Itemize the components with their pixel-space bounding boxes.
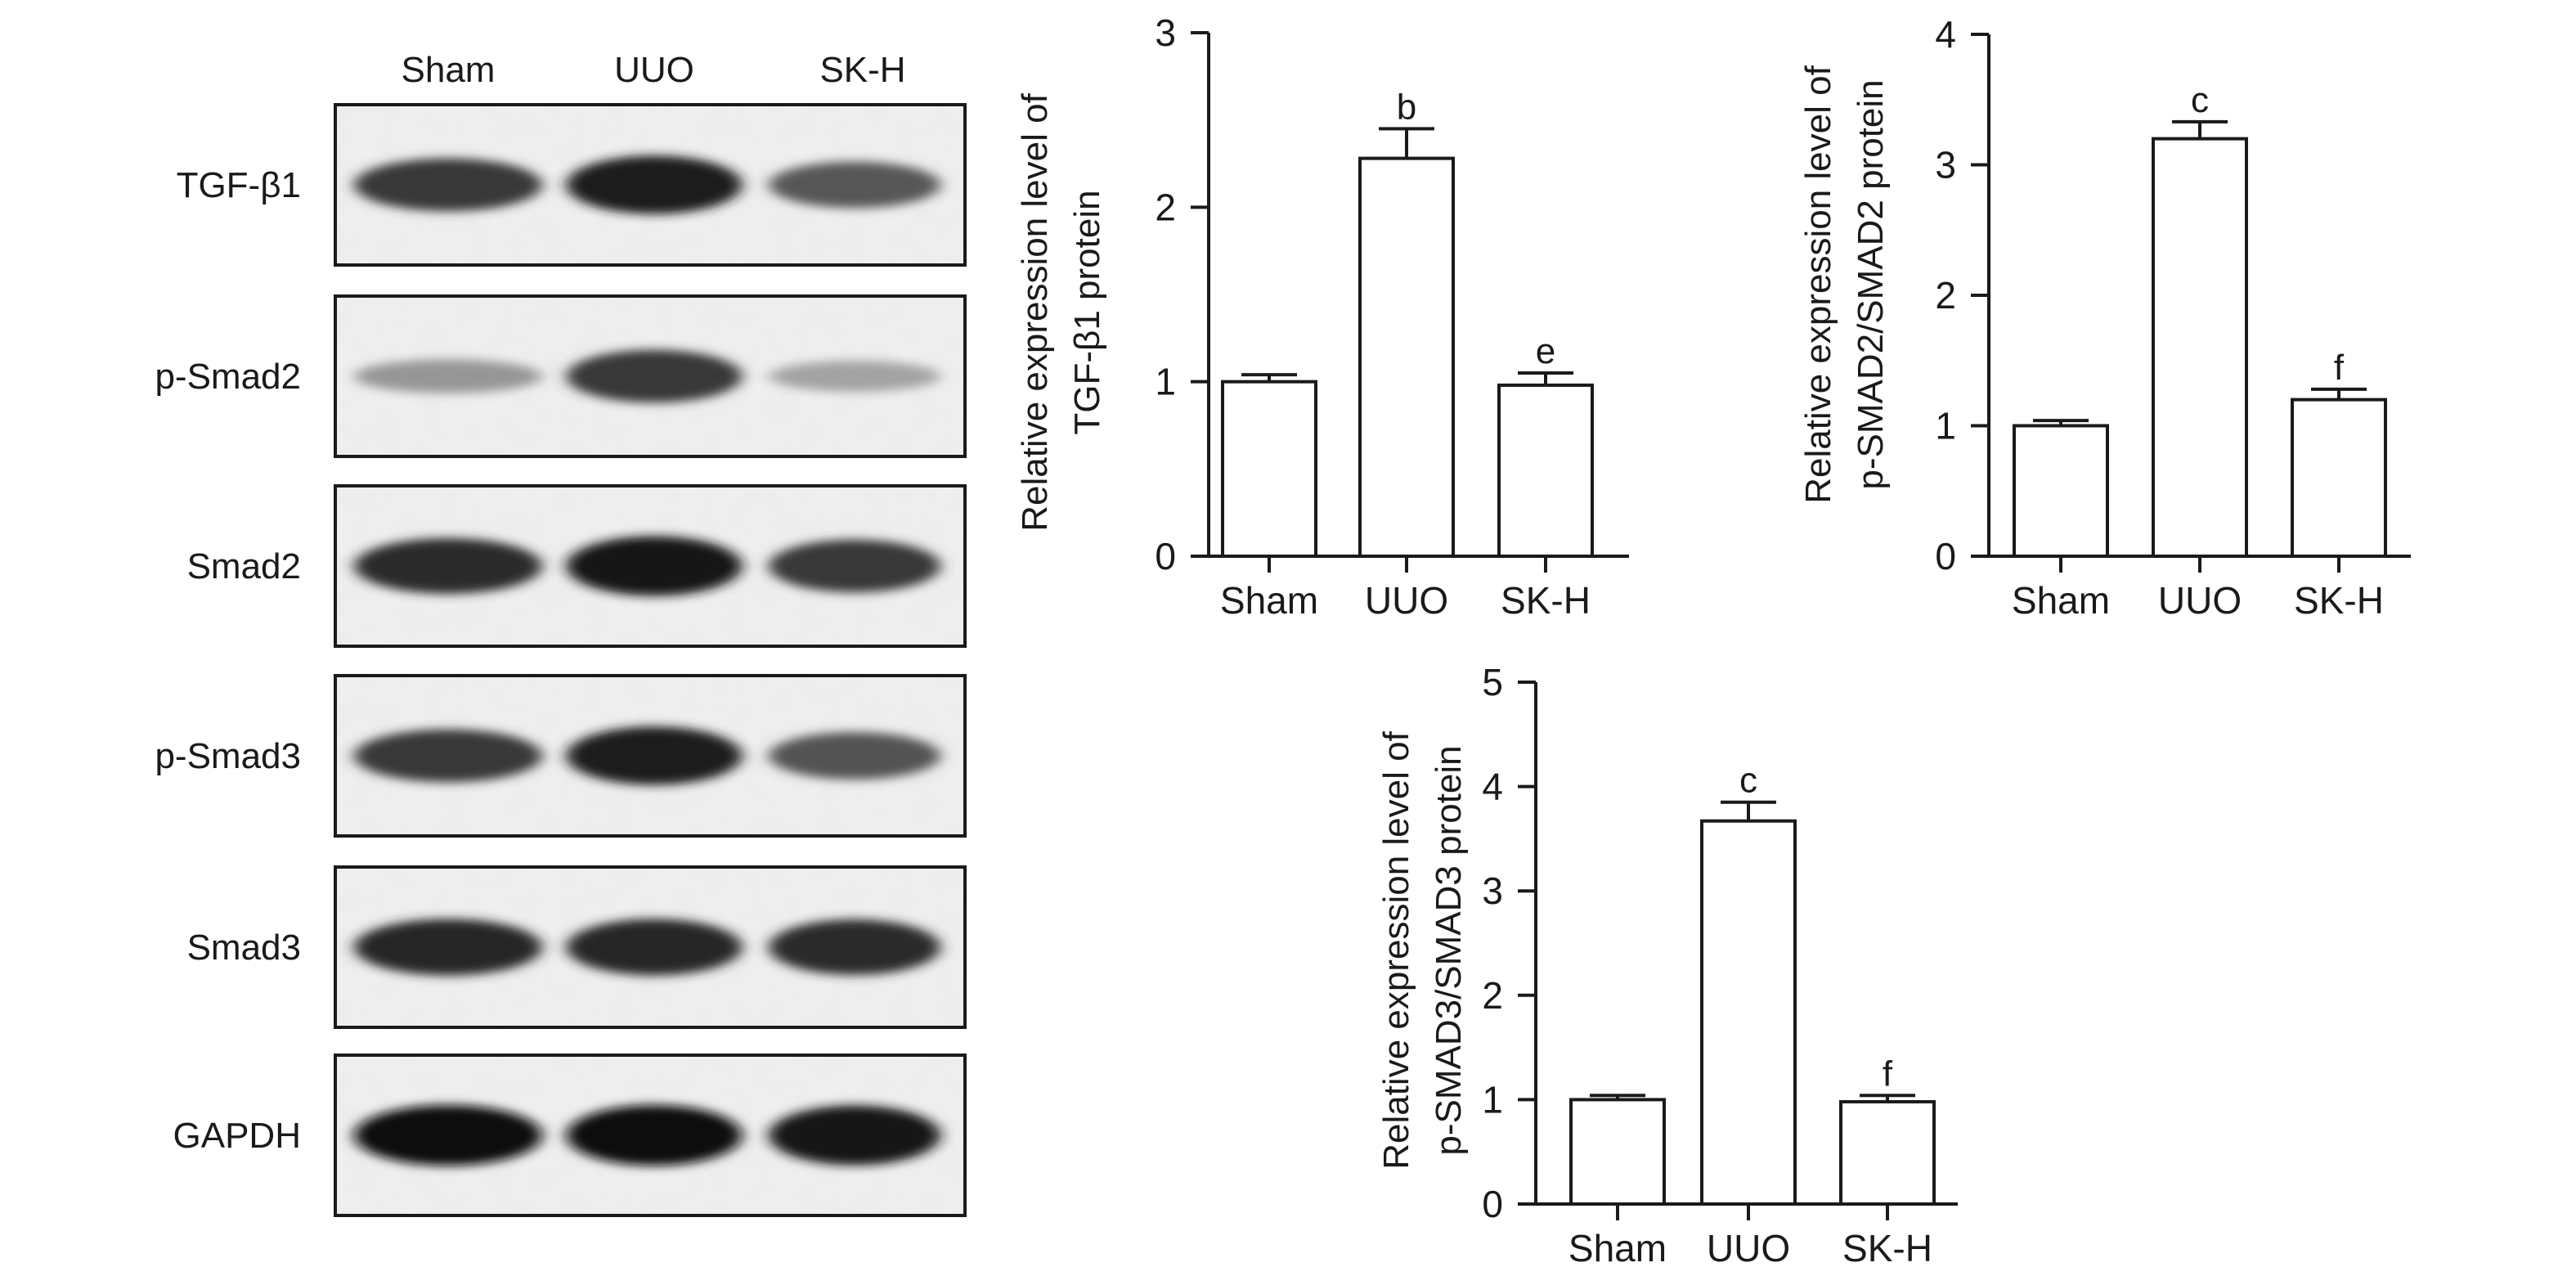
chart-2-y-tick-label-1: 1	[1482, 1078, 1503, 1121]
blot-band-p-smad3-sham	[354, 729, 542, 783]
chart-0-x-tick-label-sk-h: SK-H	[1501, 579, 1591, 622]
chart-2-bar-sham	[1569, 1098, 1666, 1206]
blot-band-smad3-uuo	[566, 919, 743, 976]
blot-label-smad3: Smad3	[187, 928, 301, 968]
chart-2-bar-sk-h	[1839, 1099, 1936, 1206]
chart-0-bar-sk-h	[1497, 383, 1594, 558]
blot-band-p-smad2-uuo	[566, 349, 743, 403]
chart-2-ylabel-line-2: p-SMAD3/SMAD3 protein	[1429, 745, 1469, 1155]
chart-1-y-tick-label-2: 2	[1935, 274, 1956, 317]
blot-label-smad2: Smad2	[187, 546, 301, 586]
chart-0-ylabel-line-1: Relative expression level of	[1015, 92, 1055, 531]
blot-band-smad2-uuo	[566, 536, 743, 596]
chart-1-bar-sk-h	[2291, 398, 2387, 558]
chart-2-y-tick-label-3: 3	[1482, 869, 1503, 912]
western-blot-panel: Sham UUO SK-H TGF-β1 p-Smad2 Smad2 p-Smad3 S…	[155, 50, 967, 1217]
chart-1-y-tick-label-4: 4	[1935, 13, 1956, 56]
blot-band-tgf-1-uuo	[566, 155, 743, 214]
blot-band-p-smad3-uuo	[566, 726, 743, 785]
blot-band-smad3-sk-h	[769, 919, 940, 976]
blot-band-smad2-sham	[354, 537, 542, 595]
chart-0-significance-label-uuo: b	[1397, 87, 1416, 127]
chart-1-y-tick-label-0: 0	[1935, 535, 1956, 577]
blot-band-gapdh-sham	[354, 1104, 542, 1166]
blot-band-gapdh-uuo	[566, 1104, 743, 1166]
chart-1-y-tick-label-1: 1	[1935, 405, 1956, 447]
blot-band-tgf-1-sham	[354, 158, 542, 212]
chart-1-x-tick-label-sham: Sham	[2012, 579, 2110, 622]
chart-0-x-tick-label-uuo: UUO	[1365, 579, 1448, 622]
chart-2-significance-label-uuo: c	[1739, 761, 1757, 801]
chart-0-significance-label-sk-h: e	[1536, 331, 1555, 371]
chart-2-y-tick-label-2: 2	[1482, 974, 1503, 1017]
chart-2-bar-uuo	[1700, 819, 1797, 1206]
blot-label-tgf-1: TGF-β1	[177, 165, 301, 205]
blot-label-p-smad3: p-Smad3	[155, 736, 301, 776]
chart-1-ylabel-line-2: p-SMAD2/SMAD2 protein	[1851, 79, 1891, 489]
chart-2-x-tick-label-sk-h: SK-H	[1842, 1227, 1932, 1269]
lane-label-sk-h: SK-H	[819, 50, 905, 90]
chart-tgf-beta1-expression: Relative expression level of TGF-β1 prot…	[1015, 11, 1629, 622]
chart-2-y-tick-label-5: 5	[1482, 661, 1503, 703]
blot-label-p-smad2: p-Smad2	[155, 357, 301, 397]
lane-label-uuo: UUO	[614, 50, 694, 90]
chart-p-smad3-smad3-expression: Relative expression level of p-SMAD3/SMA…	[1376, 661, 1958, 1269]
chart-2-x-tick-label-uuo: UUO	[1707, 1227, 1790, 1269]
chart-1-significance-label-sk-h: f	[2334, 348, 2345, 388]
blot-band-tgf-1-sk-h	[769, 161, 940, 209]
chart-0-bar-uuo	[1358, 156, 1455, 558]
chart-0-y-tick-label-1: 1	[1155, 361, 1176, 403]
blot-band-smad2-sk-h	[769, 539, 940, 593]
blot-band-smad3-sham	[354, 919, 542, 976]
chart-2-ylabel-line-1: Relative expression level of	[1376, 730, 1416, 1169]
chart-0-y-tick-label-0: 0	[1155, 535, 1176, 577]
blot-label-gapdh: GAPDH	[173, 1116, 301, 1156]
chart-1-significance-label-uuo: c	[2191, 80, 2209, 120]
lane-label-sham: Sham	[402, 50, 496, 90]
chart-2-y-tick-label-4: 4	[1482, 766, 1503, 808]
chart-1-x-tick-label-uuo: UUO	[2158, 579, 2242, 622]
chart-2-y-tick-label-0: 0	[1482, 1183, 1503, 1225]
chart-1-bar-uuo	[2152, 137, 2248, 558]
chart-0-ylabel-line-2: TGF-β1 protein	[1067, 190, 1107, 434]
chart-0-bar-sham	[1221, 380, 1317, 558]
blot-band-p-smad2-sk-h	[769, 361, 940, 392]
chart-1-bar-sham	[2013, 424, 2109, 558]
blot-band-p-smad2-sham	[354, 359, 542, 393]
chart-2-significance-label-sk-h: f	[1883, 1054, 1893, 1094]
blot-band-p-smad3-sk-h	[769, 731, 940, 780]
chart-p-smad2-smad2-expression: Relative expression level of p-SMAD2/SMA…	[1798, 13, 2411, 622]
chart-1-y-tick-label-3: 3	[1935, 144, 1956, 186]
blot-band-gapdh-sk-h	[769, 1105, 940, 1166]
chart-0-y-tick-label-3: 3	[1155, 11, 1176, 54]
chart-1-ylabel-line-1: Relative expression level of	[1798, 65, 1838, 503]
chart-1-x-tick-label-sk-h: SK-H	[2294, 579, 2384, 622]
chart-2-x-tick-label-sham: Sham	[1568, 1227, 1667, 1269]
chart-0-y-tick-label-2: 2	[1155, 186, 1176, 228]
chart-0-x-tick-label-sham: Sham	[1220, 579, 1318, 622]
